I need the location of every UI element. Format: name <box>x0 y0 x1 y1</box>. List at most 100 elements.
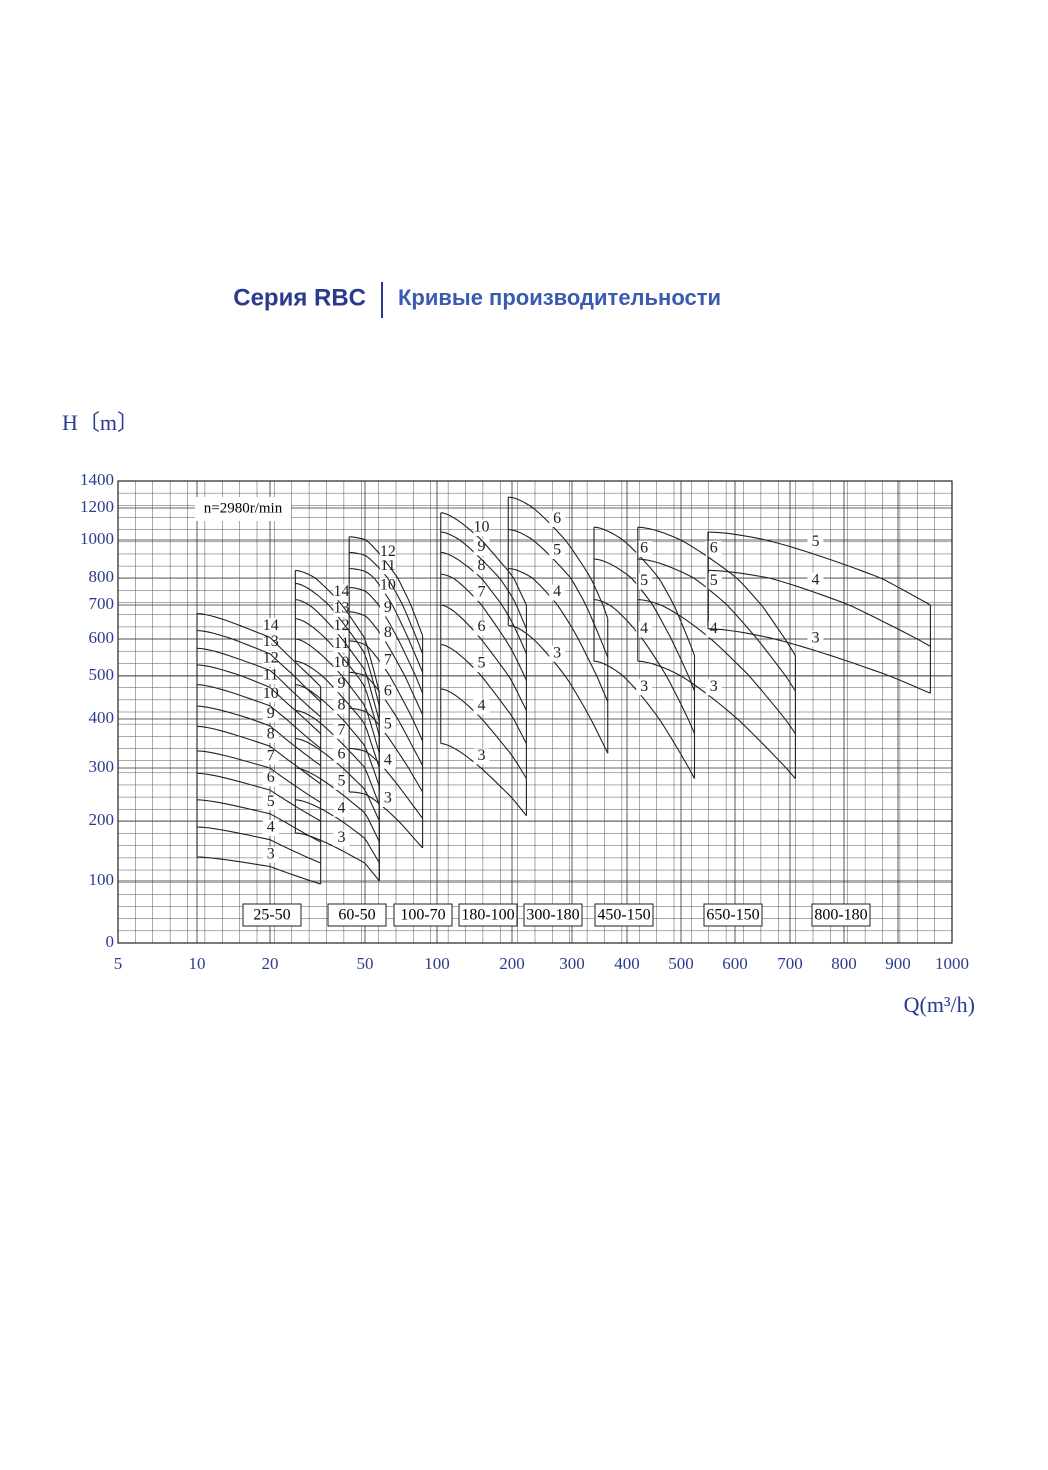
x-tick-label: 400 <box>614 954 640 973</box>
stage-label-bg <box>473 539 490 556</box>
stage-label-bg <box>333 698 350 715</box>
head-curve <box>196 725 322 785</box>
stage-label: 12 <box>334 617 350 634</box>
plot-frame <box>117 480 953 944</box>
y-tick-label: 400 <box>89 708 115 727</box>
stage-label: 4 <box>553 583 561 600</box>
head-curve <box>440 551 527 655</box>
stage-label-bg <box>262 770 279 787</box>
annotation: n=2980r/min <box>204 500 283 516</box>
stage-label-bg <box>262 634 279 651</box>
stage-label: 7 <box>338 722 346 739</box>
pump-family: 3 4 5 6 450-150 <box>593 526 696 927</box>
y-tick-label: 1400 <box>80 470 114 489</box>
stage-label-bg <box>333 830 350 847</box>
head-curve <box>295 799 380 864</box>
stage-label-bg <box>549 543 566 560</box>
stage-label-bg <box>473 558 490 575</box>
family-box <box>703 903 763 927</box>
stage-label: 7 <box>267 747 275 764</box>
stage-label-bg <box>379 791 396 808</box>
family-label: 450-150 <box>597 907 650 924</box>
family-label: 60-50 <box>338 907 375 924</box>
stage-label-bg <box>262 668 279 685</box>
stage-label-bg <box>473 584 490 601</box>
head-curve <box>349 791 424 849</box>
y-axis-label: H〔m〕 <box>62 410 139 435</box>
stage-label-bg <box>333 655 350 672</box>
stage-label: 5 <box>477 655 485 672</box>
stage-label-bg <box>473 748 490 765</box>
x-tick-label: 100 <box>424 954 450 973</box>
y-tick-label: 0 <box>106 932 115 951</box>
stage-label-bg <box>807 630 824 647</box>
y-tick-label: 1000 <box>80 529 114 548</box>
x-tick-label: 800 <box>831 954 857 973</box>
family-box <box>327 903 387 927</box>
stage-label: 5 <box>384 716 392 733</box>
head-curve <box>196 612 322 688</box>
annotation-bg <box>195 497 291 521</box>
stage-label: 3 <box>384 790 392 807</box>
family-box <box>242 903 302 927</box>
stage-label: 8 <box>477 557 485 574</box>
stage-label: 9 <box>384 599 392 616</box>
y-tick-label: 800 <box>89 567 115 586</box>
head-curve <box>295 767 380 843</box>
stage-label: 7 <box>384 652 392 669</box>
stage-label-bg <box>807 572 824 589</box>
stage-label: 5 <box>267 793 275 810</box>
stage-label-bg <box>333 618 350 635</box>
stage-label-bg <box>636 540 653 557</box>
stage-label: 3 <box>267 845 275 862</box>
stage-label: 8 <box>267 725 275 742</box>
head-curve <box>196 629 322 703</box>
y-tick-label: 200 <box>89 810 115 829</box>
stage-label: 6 <box>553 510 561 527</box>
x-tick-label: 900 <box>885 954 911 973</box>
x-tick-label: 5 <box>114 954 123 973</box>
stage-label: 4 <box>267 819 275 836</box>
stage-label: 5 <box>553 542 561 559</box>
head-curve <box>349 747 424 819</box>
stage-label-bg <box>262 726 279 743</box>
stage-label: 6 <box>267 769 275 786</box>
stage-label: 5 <box>640 572 648 589</box>
stage-label: 10 <box>263 685 279 702</box>
pump-family: 3 4 5 6 650-150 <box>637 526 796 927</box>
family-box <box>811 903 871 927</box>
family-label: 100-70 <box>400 907 445 924</box>
stage-label: 14 <box>263 617 279 634</box>
head-curve <box>196 856 321 885</box>
head-curve <box>196 664 322 735</box>
stage-label-bg <box>262 651 279 668</box>
head-curve <box>707 569 931 647</box>
stage-label: 3 <box>710 678 718 695</box>
x-tick-label: 600 <box>722 954 748 973</box>
stage-label-bg <box>473 619 490 636</box>
pump-family: 3 4 5 6 7 8 9 10 180-100 <box>440 512 527 927</box>
stage-label-bg <box>549 584 566 601</box>
stage-label: 3 <box>553 644 561 661</box>
stage-label: 9 <box>267 705 275 722</box>
stage-label: 6 <box>640 540 648 557</box>
family-label: 300-180 <box>526 907 579 924</box>
stage-label: 9 <box>477 538 485 555</box>
stage-label-bg <box>379 625 396 642</box>
family-box <box>458 903 518 927</box>
stage-label: 6 <box>338 746 346 763</box>
stage-label-bg <box>705 540 722 557</box>
x-tick-label: 1000 <box>935 954 969 973</box>
stage-label: 12 <box>380 543 396 560</box>
pump-family: 3 4 5 6 300-180 <box>507 496 609 927</box>
stage-label-bg <box>636 679 653 696</box>
stage-label-bg <box>473 698 490 715</box>
x-tick-label: 20 <box>262 954 279 973</box>
chart-subtitle: Кривые производительности <box>398 285 721 310</box>
y-tick-label: 100 <box>89 870 115 889</box>
stage-label-bg <box>333 773 350 790</box>
